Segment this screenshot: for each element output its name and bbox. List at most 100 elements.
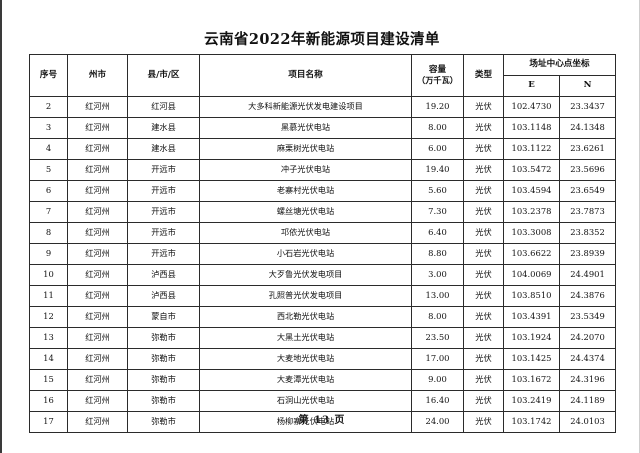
cell-sequence-number: 6 [29, 180, 68, 202]
cell-project-name: 石洞山光伏电站 [199, 390, 412, 412]
cell-coordinate-e: 103.2378 [503, 201, 560, 223]
cell-project-name: 小石岩光伏电站 [199, 243, 412, 265]
cell-county: 开远市 [127, 243, 200, 265]
table-row: 11 红河州 泸西县 孔照普光伏发电项目 13.00 光伏 103.8510 24.3876 [29, 285, 617, 307]
cell-type: 光伏 [463, 285, 504, 307]
cell-coordinate-n: 24.3876 [558, 285, 617, 307]
cell-coordinate-e: 103.1672 [503, 369, 560, 391]
cell-project-name: 西北勒光伏电站 [199, 306, 412, 328]
column-header-coordinate-e: E [503, 75, 560, 97]
page-title: 云南省2022年新能源项目建设清单 [204, 31, 440, 48]
column-header-county: 县/市/区 [127, 54, 200, 97]
cell-coordinate-e: 103.5472 [503, 159, 560, 181]
table-row: 14 红河州 弥勒市 大麦地光伏电站 17.00 光伏 103.1425 24.4374 [29, 348, 617, 370]
cell-coordinate-e: 103.4391 [503, 306, 560, 328]
cell-capacity: 17.00 [411, 348, 464, 370]
cell-prefecture: 红河州 [67, 201, 128, 223]
table-row: 8 红河州 开远市 邛依光伏电站 6.40 光伏 103.3008 23.8352 [29, 222, 617, 244]
table-row: 16 红河州 弥勒市 石洞山光伏电站 16.40 光伏 103.2419 24.1189 [29, 390, 617, 412]
table-row: 7 红河州 开远市 螺丝塘光伏电站 7.30 光伏 103.2378 23.7873 [29, 201, 617, 223]
cell-county: 泸西县 [127, 264, 200, 286]
cell-county: 建水县 [127, 138, 200, 160]
column-header-capacity-line1: 容量 [428, 64, 447, 75]
cell-prefecture: 红河州 [67, 138, 128, 160]
cell-prefecture: 红河州 [67, 348, 128, 370]
cell-coordinate-n: 23.7873 [558, 201, 617, 223]
table-header-row-1: 序号 州市 县/市/区 项目名称 容量 （万千瓦） 类型 场址中心点坐标 [29, 54, 617, 97]
cell-prefecture: 红河州 [67, 243, 128, 265]
cell-project-name: 冲子光伏电站 [199, 159, 412, 181]
table-row: 2 红河州 红河县 大多科新能源光伏发电建设项目 19.20 光伏 102.4730 23.3… [29, 96, 617, 118]
page-number-footer: 第 13 页 [298, 415, 346, 426]
cell-county: 泸西县 [127, 285, 200, 307]
cell-project-name: 黑慕光伏电站 [199, 117, 412, 139]
cell-prefecture: 红河州 [67, 264, 128, 286]
cell-type: 光伏 [463, 369, 504, 391]
cell-capacity: 23.50 [411, 327, 464, 349]
cell-type: 光伏 [463, 180, 504, 202]
cell-coordinate-e: 103.1425 [503, 348, 560, 370]
table-row: 12 红河州 蒙自市 西北勒光伏电站 8.00 光伏 103.4391 23.5349 [29, 306, 617, 328]
cell-sequence-number: 9 [29, 243, 68, 265]
cell-sequence-number: 16 [29, 390, 68, 412]
cell-coordinate-n: 24.4901 [558, 264, 617, 286]
table-row: 4 红河州 建水县 麻栗树光伏电站 6.00 光伏 103.1122 23.6261 [29, 138, 617, 160]
table-header: 序号 州市 县/市/区 项目名称 容量 （万千瓦） 类型 场址中心点坐标 E N [29, 54, 617, 97]
cell-prefecture: 红河州 [67, 159, 128, 181]
cell-prefecture: 红河州 [67, 222, 128, 244]
cell-capacity: 6.40 [411, 222, 464, 244]
cell-type: 光伏 [463, 159, 504, 181]
cell-type: 光伏 [463, 390, 504, 412]
cell-project-name: 大黑土光伏电站 [199, 327, 412, 349]
cell-prefecture: 红河州 [67, 369, 128, 391]
cell-sequence-number: 3 [29, 117, 68, 139]
cell-prefecture: 红河州 [67, 327, 128, 349]
cell-county: 红河县 [127, 96, 200, 118]
column-header-capacity-line2: （万千瓦） [417, 74, 458, 85]
cell-coordinate-n: 24.1348 [558, 117, 617, 139]
cell-type: 光伏 [463, 327, 504, 349]
cell-sequence-number: 14 [29, 348, 68, 370]
cell-coordinate-e: 103.1148 [503, 117, 560, 139]
cell-capacity: 8.00 [411, 306, 464, 328]
table-row: 13 红河州 弥勒市 大黑土光伏电站 23.50 光伏 103.1924 24.2070 [29, 327, 617, 349]
cell-coordinate-e: 103.3008 [503, 222, 560, 244]
cell-capacity: 8.80 [411, 243, 464, 265]
cell-county: 建水县 [127, 117, 200, 139]
cell-prefecture: 红河州 [67, 390, 128, 412]
cell-sequence-number: 17 [29, 411, 68, 433]
cell-sequence-number: 15 [29, 369, 68, 391]
cell-coordinate-n: 24.3196 [558, 369, 617, 391]
cell-capacity: 8.00 [411, 117, 464, 139]
column-header-prefecture: 州市 [67, 54, 128, 97]
cell-type: 光伏 [463, 222, 504, 244]
cell-sequence-number: 2 [29, 96, 68, 118]
cell-coordinate-n: 23.8352 [558, 222, 617, 244]
cell-coordinate-e: 104.0069 [503, 264, 560, 286]
column-header-type: 类型 [463, 54, 504, 97]
cell-sequence-number: 4 [29, 138, 68, 160]
cell-prefecture: 红河州 [67, 180, 128, 202]
cell-county: 弥勒市 [127, 390, 200, 412]
cell-coordinate-n: 24.1189 [558, 390, 617, 412]
cell-capacity: 19.20 [411, 96, 464, 118]
cell-type: 光伏 [463, 264, 504, 286]
cell-sequence-number: 8 [29, 222, 68, 244]
cell-sequence-number: 13 [29, 327, 68, 349]
cell-capacity: 16.40 [411, 390, 464, 412]
cell-prefecture: 红河州 [67, 117, 128, 139]
cell-project-name: 老寨村光伏电站 [199, 180, 412, 202]
cell-capacity: 7.30 [411, 201, 464, 223]
cell-capacity: 6.00 [411, 138, 464, 160]
cell-type: 光伏 [463, 243, 504, 265]
cell-county: 弥勒市 [127, 327, 200, 349]
cell-coordinate-e: 103.2419 [503, 390, 560, 412]
project-listing-table-wrapper: 序号 州市 县/市/区 项目名称 容量 （万千瓦） 类型 场址中心点坐标 E N [29, 54, 617, 433]
cell-project-name: 大麦地光伏电站 [199, 348, 412, 370]
cell-capacity: 19.40 [411, 159, 464, 181]
cell-coordinate-e: 102.4730 [503, 96, 560, 118]
cell-sequence-number: 11 [29, 285, 68, 307]
cell-coordinate-n: 23.8939 [558, 243, 617, 265]
table-row: 5 红河州 开远市 冲子光伏电站 19.40 光伏 103.5472 23.5696 [29, 159, 617, 181]
